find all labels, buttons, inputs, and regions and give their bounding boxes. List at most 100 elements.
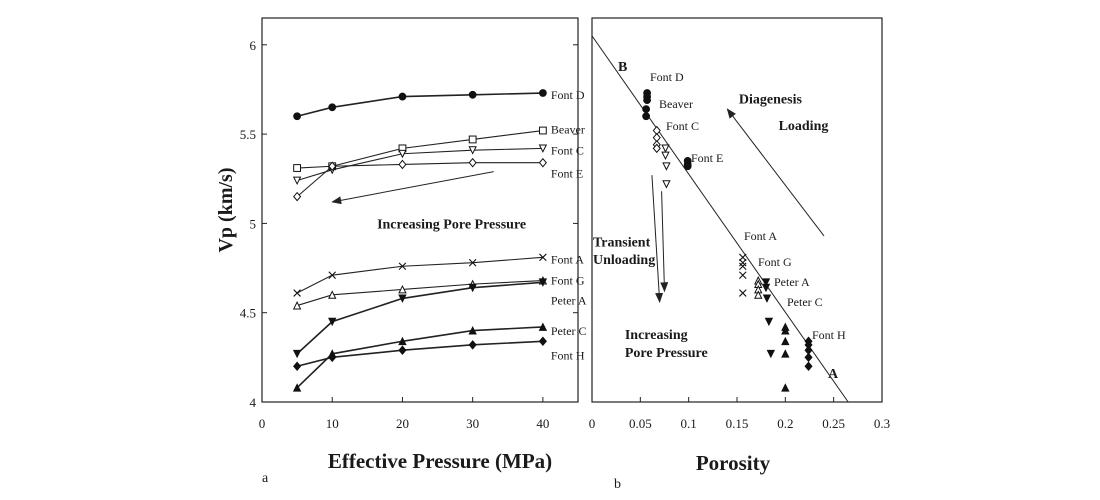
panel-b-point-peter-c-shape — [781, 336, 790, 346]
panel-b-point-font-c-column-2-shape — [662, 162, 671, 171]
panel-b-series-label-font-g: Font G — [758, 255, 792, 269]
panel-a-ytick-label: 4 — [250, 395, 257, 410]
panel-b-point-peter-c-shape — [781, 326, 790, 335]
panel-b-arrow-diagenesis-loading — [726, 108, 825, 237]
panel-b-point-peter-c — [781, 383, 790, 392]
panel-b-xtick-label: 0.3 — [874, 416, 890, 431]
panel-b-point-beaver-shape — [642, 112, 651, 121]
panel-a-series-label-font-h: Font H — [551, 348, 585, 362]
panel-a-series-label-peter-a: Peter A — [551, 293, 587, 307]
panel-b-point-peter-a-shape — [761, 278, 771, 287]
panel-b-point-peter-c-shape — [781, 383, 790, 392]
panel-a-point-peter-c-shape — [538, 322, 548, 331]
panel-b-point-font-h — [804, 352, 813, 363]
panel-b-point-font-d — [643, 96, 651, 105]
panel-b-point-font-c-column-2 — [661, 144, 670, 153]
panel-a-point-peter-a — [468, 283, 477, 293]
panel-b-annotation-pore-pressure: Pore Pressure — [625, 346, 708, 361]
panel-a-point-font-d — [468, 90, 477, 99]
panel-b-series-label-font-e: Font E — [691, 151, 723, 165]
panel-b-point-font-h-shape — [804, 361, 813, 372]
panel-b-series-label-peter-c: Peter C — [787, 295, 823, 309]
panel-b-point-font-a — [739, 258, 747, 267]
panel-a-series-label-font-a: Font A — [551, 252, 584, 266]
panel-a-point-font-a-shape — [398, 262, 407, 271]
panel-a-series-label-font-d: Font D — [551, 88, 585, 102]
panel-a-point-peter-c-shape — [398, 336, 407, 346]
panel-b-point-peter-c — [781, 349, 790, 358]
panel-b-xtick-label: 0 — [589, 416, 596, 431]
panel-b-arrow-unloading-1 — [651, 175, 664, 303]
panel-a-point-font-d — [398, 92, 407, 101]
panel-b-point-peter-a-shape — [761, 283, 771, 293]
panel-a-tag: a — [262, 471, 269, 486]
panel-a-point-beaver-shape — [468, 135, 477, 144]
panel-a-point-font-e — [468, 157, 477, 168]
panel-b-trend-label-a: A — [828, 367, 839, 382]
panel-a-point-peter-a-shape — [328, 317, 337, 327]
panel-a-point-font-c — [398, 149, 407, 159]
panel-b-point-peter-a-shape — [762, 294, 772, 303]
panel-a-point-font-d — [293, 112, 302, 121]
panel-a-ytick-label: 5.5 — [240, 127, 256, 142]
panel-a-point-font-a — [468, 258, 477, 267]
panel-a-point-font-a-shape — [293, 289, 301, 297]
panel-b-tag: b — [614, 477, 621, 492]
panel-b-point-font-c — [652, 143, 661, 154]
panel-a-point-peter-a — [292, 349, 302, 359]
panel-a-ytick-label: 5 — [250, 216, 257, 231]
panel-b-point-peter-a — [766, 349, 776, 359]
panel-a-point-peter-a — [398, 294, 407, 303]
panel-a-point-peter-c — [398, 336, 407, 346]
panel-a-point-font-e — [328, 161, 337, 172]
panel-a-point-font-h-shape — [328, 352, 337, 363]
panel-a-point-font-a-shape — [468, 258, 477, 267]
panel-b-point-font-c-column-2 — [662, 180, 671, 189]
panel-a-point-font-d-shape — [538, 89, 547, 97]
panel-a-point-font-e-shape — [398, 159, 407, 170]
panel-b-point-font-a-shape — [739, 271, 747, 279]
panel-a-point-font-h — [538, 336, 547, 347]
panel-b-point-beaver — [642, 112, 651, 121]
panel-b-point-font-c-column-2-shape — [662, 180, 671, 189]
panel-a-point-font-d — [328, 103, 337, 112]
panel-b-point-font-a-shape — [739, 289, 747, 297]
panel-a-point-peter-a-shape — [468, 283, 477, 293]
panel-b-point-font-a — [739, 271, 747, 279]
panel-a-xtick-label: 40 — [536, 416, 549, 431]
panel-a-point-font-g-shape — [398, 284, 407, 294]
panel-a-point-font-g-shape — [328, 290, 337, 299]
panel-a-pore-pressure-arrow — [331, 171, 494, 205]
panel-a-point-beaver — [468, 135, 477, 144]
panel-a-point-font-e-shape — [328, 161, 337, 172]
panel-a-point-font-h — [468, 340, 477, 350]
panel-b-series-label-font-a: Font A — [744, 229, 777, 243]
panel-b-annotation-loading: Loading — [779, 119, 829, 134]
panel-b-point-font-g — [754, 290, 763, 299]
panel-b-point-peter-c — [781, 326, 790, 335]
panel-a-point-font-c-shape — [398, 149, 407, 159]
panel-a-point-font-d-shape — [468, 90, 477, 99]
panel-a-point-peter-a-shape — [398, 294, 407, 303]
panel-b-series-label-font-d: Font D — [650, 70, 684, 84]
panel-a-point-font-g — [398, 284, 407, 294]
panel-a-point-font-c-shape — [468, 146, 477, 155]
panel-b-point-peter-c-shape — [781, 349, 790, 358]
panel-a-series-label-beaver: Beaver — [551, 123, 585, 137]
panel-b-point-peter-c — [781, 336, 790, 346]
panel-b-series-label-font-h: Font H — [812, 328, 846, 342]
panel-a-point-font-g — [328, 290, 337, 299]
panel-a-point-font-d — [538, 89, 547, 97]
panel-b-point-font-a — [739, 253, 747, 262]
panel-a-point-peter-c — [292, 383, 302, 392]
panel-b-series-label-font-c: Font C — [666, 119, 699, 133]
panel-b-point-font-a-shape — [739, 258, 747, 267]
panel-a-xtick-label: 0 — [259, 416, 266, 431]
panel-b-xtick-label: 0.2 — [777, 416, 793, 431]
panel-a-point-peter-a-shape — [538, 278, 548, 287]
panel-a-point-font-h-shape — [398, 345, 407, 355]
panel-b-point-font-a — [739, 289, 747, 297]
panel-a-point-beaver-shape — [293, 164, 302, 172]
panel-a-point-font-a — [539, 253, 547, 262]
panel-b-point-peter-a-shape — [764, 317, 774, 327]
